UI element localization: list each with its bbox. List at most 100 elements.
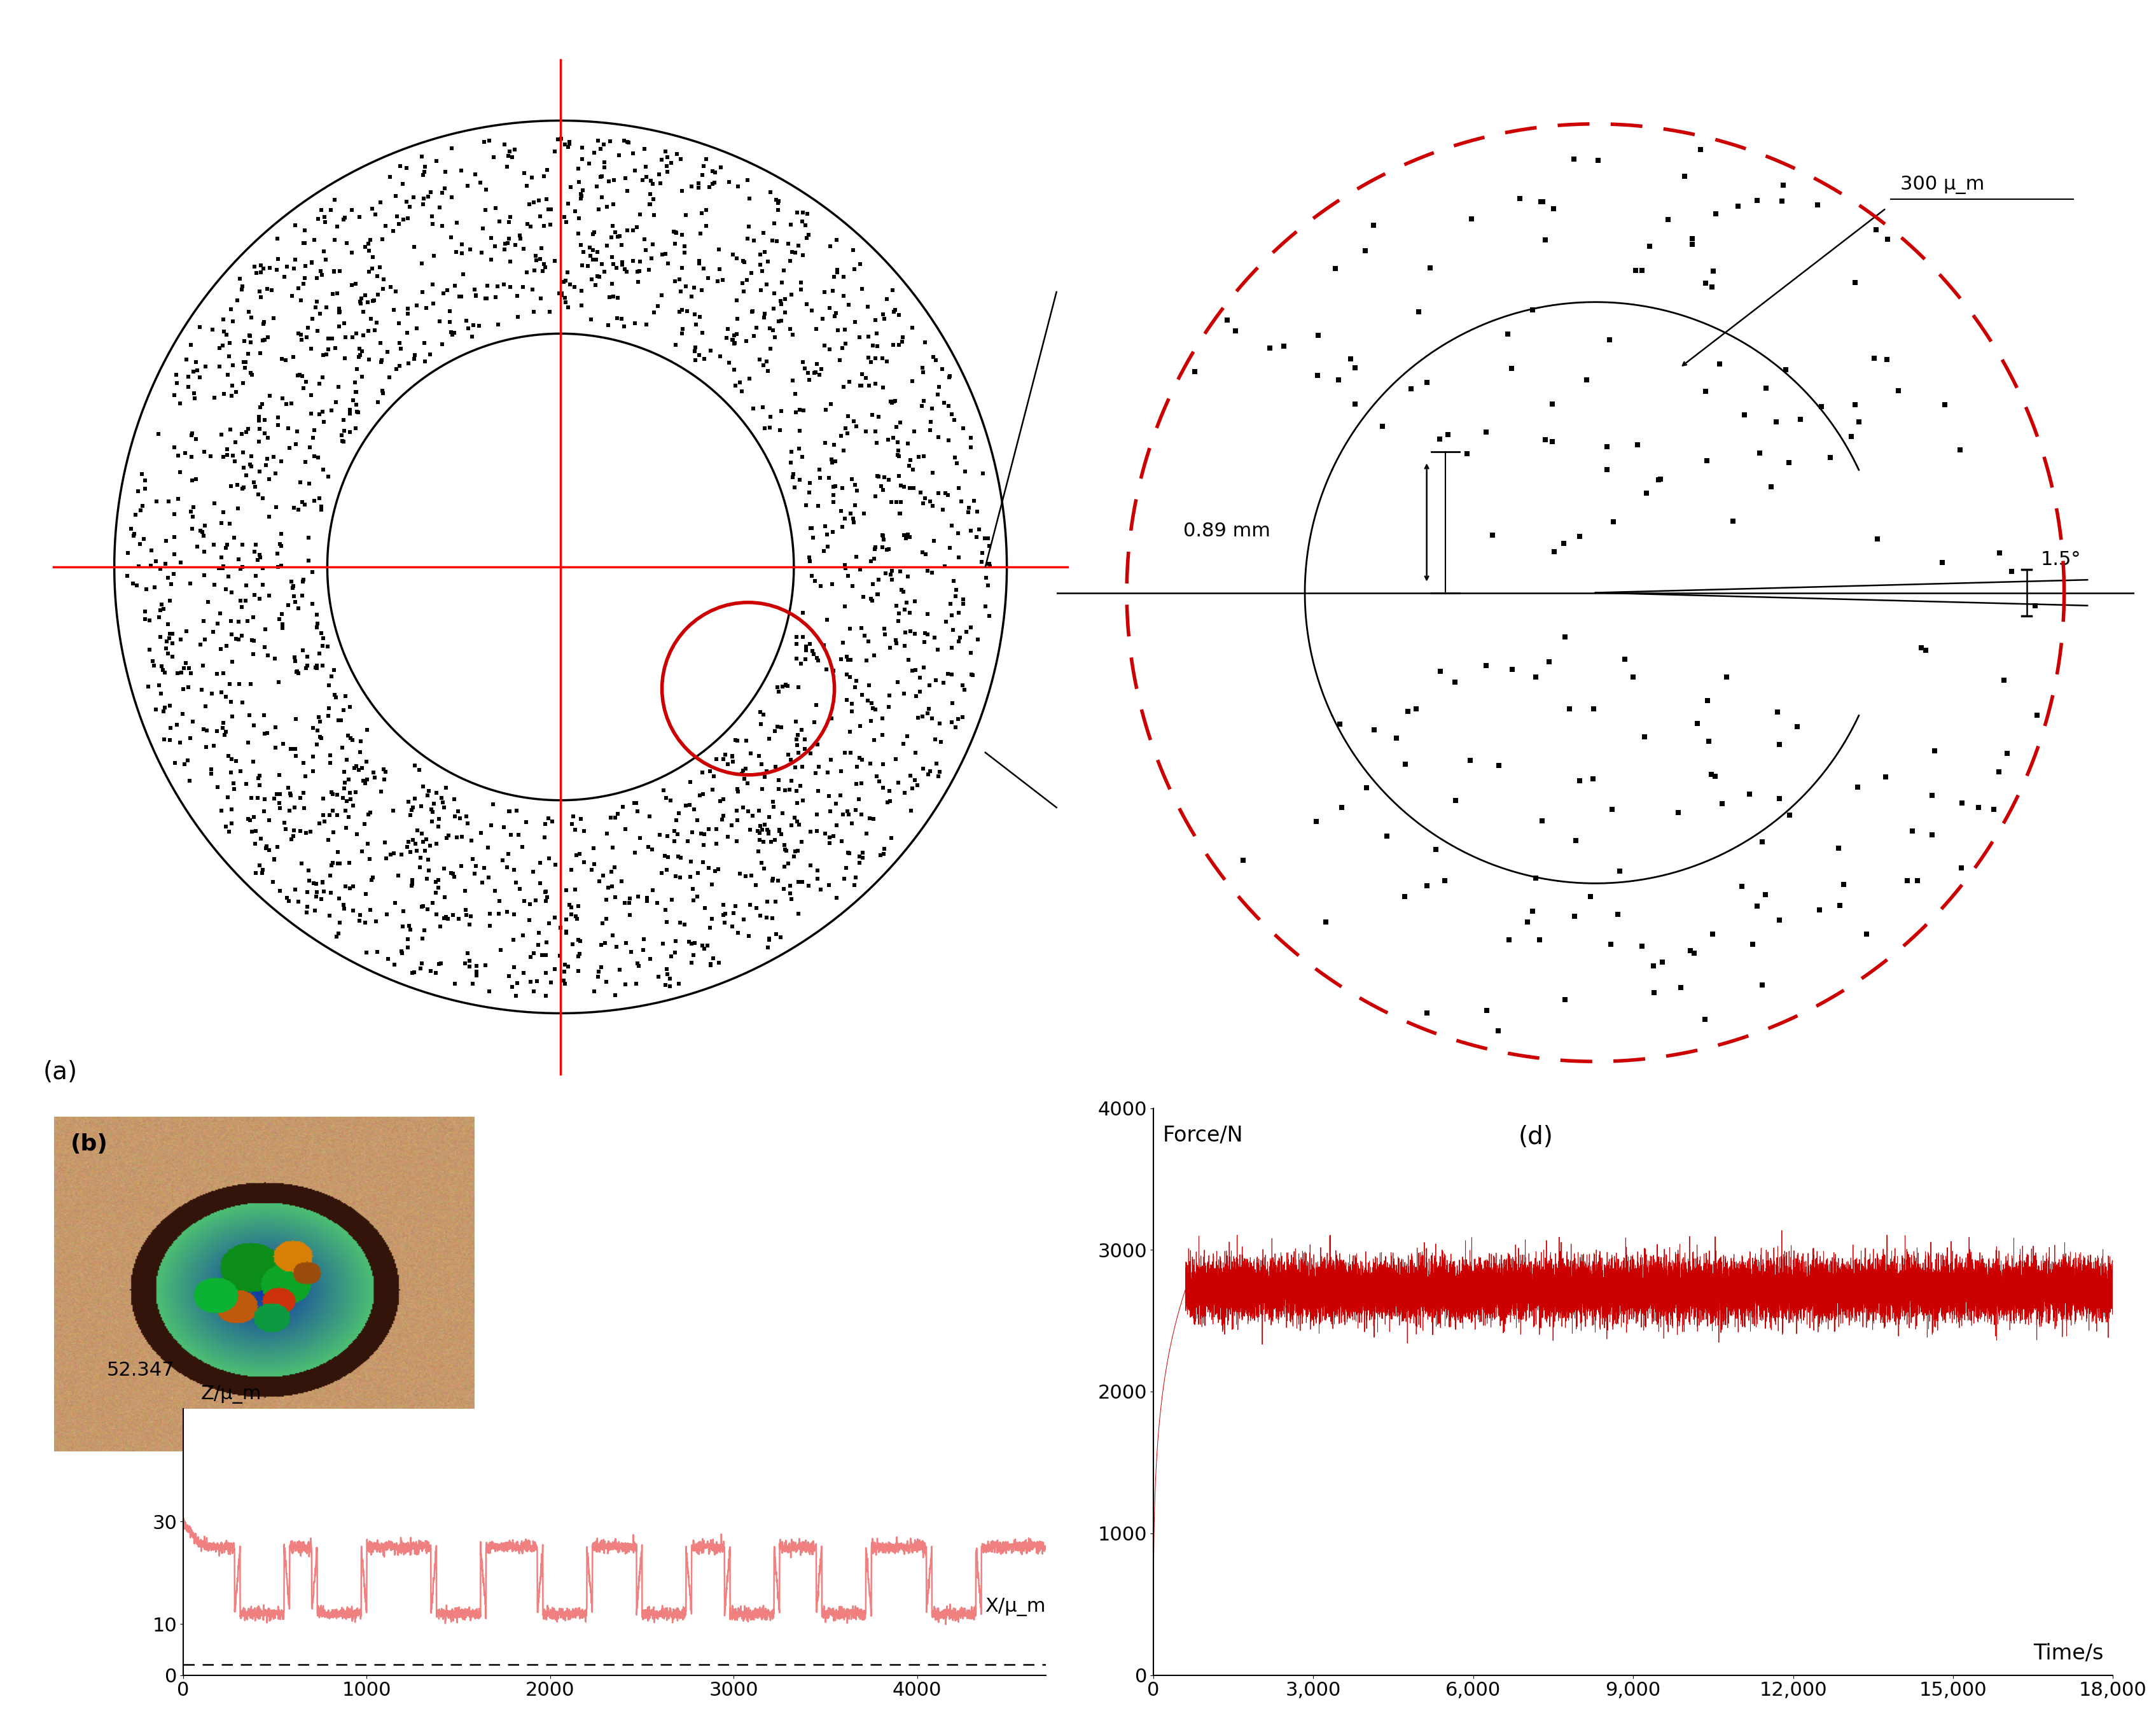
Point [2020, 701, 2055, 728]
Point [175, 515, 209, 543]
Point [233, 328, 267, 356]
Point [752, 818, 787, 845]
Point [843, 323, 877, 350]
Point [414, 957, 448, 984]
Point [205, 332, 239, 359]
Point [185, 716, 220, 744]
Point [561, 892, 595, 919]
Point [576, 220, 610, 247]
Point [554, 811, 589, 838]
Point [748, 414, 783, 442]
Point [845, 361, 880, 388]
Point [946, 675, 981, 703]
Point [763, 924, 798, 952]
Point [653, 787, 688, 814]
Point [768, 854, 802, 881]
Point [274, 782, 308, 809]
Point [205, 797, 239, 825]
Point [910, 699, 944, 727]
Point [244, 338, 278, 366]
Point [804, 876, 839, 904]
Point [742, 819, 776, 847]
Point [332, 419, 367, 447]
Point [591, 311, 625, 338]
Point [179, 426, 213, 454]
Point [938, 576, 972, 603]
Point [550, 905, 584, 933]
Point [571, 253, 606, 280]
Point [213, 689, 248, 716]
Point [563, 168, 597, 196]
Point [748, 811, 783, 838]
Point [1516, 897, 1550, 924]
Point [582, 196, 617, 223]
Point [278, 742, 313, 770]
Point [285, 362, 319, 390]
Point [934, 661, 968, 689]
Point [785, 787, 819, 814]
Point [444, 852, 479, 880]
Point [817, 472, 852, 500]
Point [241, 541, 276, 569]
Point [662, 297, 696, 325]
Point [632, 833, 666, 861]
Point [543, 941, 578, 969]
Point [858, 369, 893, 397]
Point [535, 196, 569, 223]
Point [287, 795, 321, 823]
Point [416, 790, 451, 818]
Point [912, 416, 946, 443]
Point [241, 402, 276, 429]
Point [811, 871, 845, 899]
Point [893, 522, 927, 550]
Point [914, 704, 949, 732]
Point [1615, 663, 1649, 691]
Point [517, 242, 552, 270]
Point [852, 629, 886, 656]
Point [953, 639, 987, 667]
Point [489, 854, 524, 881]
Point [716, 326, 750, 354]
Point [194, 680, 229, 708]
Point [830, 402, 865, 429]
Point [185, 522, 220, 550]
Point [397, 785, 431, 813]
Point [705, 785, 740, 813]
Point [183, 313, 218, 340]
Point [888, 778, 923, 806]
Point [362, 330, 397, 357]
Point [507, 273, 541, 301]
Point [166, 751, 201, 778]
Point [780, 199, 815, 227]
Point [591, 874, 625, 902]
Point [336, 387, 371, 414]
Point [261, 789, 295, 816]
Point [802, 457, 837, 484]
Point [261, 833, 295, 861]
Point [179, 466, 213, 493]
Point [397, 234, 431, 261]
Point [336, 873, 371, 900]
Point [720, 919, 755, 947]
Point [623, 258, 658, 285]
Point [276, 816, 310, 844]
Point [218, 524, 252, 551]
Point [338, 392, 373, 419]
Point [213, 472, 248, 500]
Point [226, 474, 261, 502]
Point [811, 782, 845, 809]
Point [1227, 847, 1261, 874]
Point [688, 146, 722, 174]
Point [287, 565, 321, 593]
Point [722, 369, 757, 397]
Point [649, 241, 683, 268]
Point [270, 253, 304, 280]
Point [522, 869, 556, 897]
Point [763, 290, 798, 318]
Point [651, 960, 686, 988]
Point [711, 823, 746, 850]
Point [880, 412, 914, 440]
Point [946, 586, 981, 613]
Point [360, 280, 395, 308]
Point [731, 797, 765, 825]
